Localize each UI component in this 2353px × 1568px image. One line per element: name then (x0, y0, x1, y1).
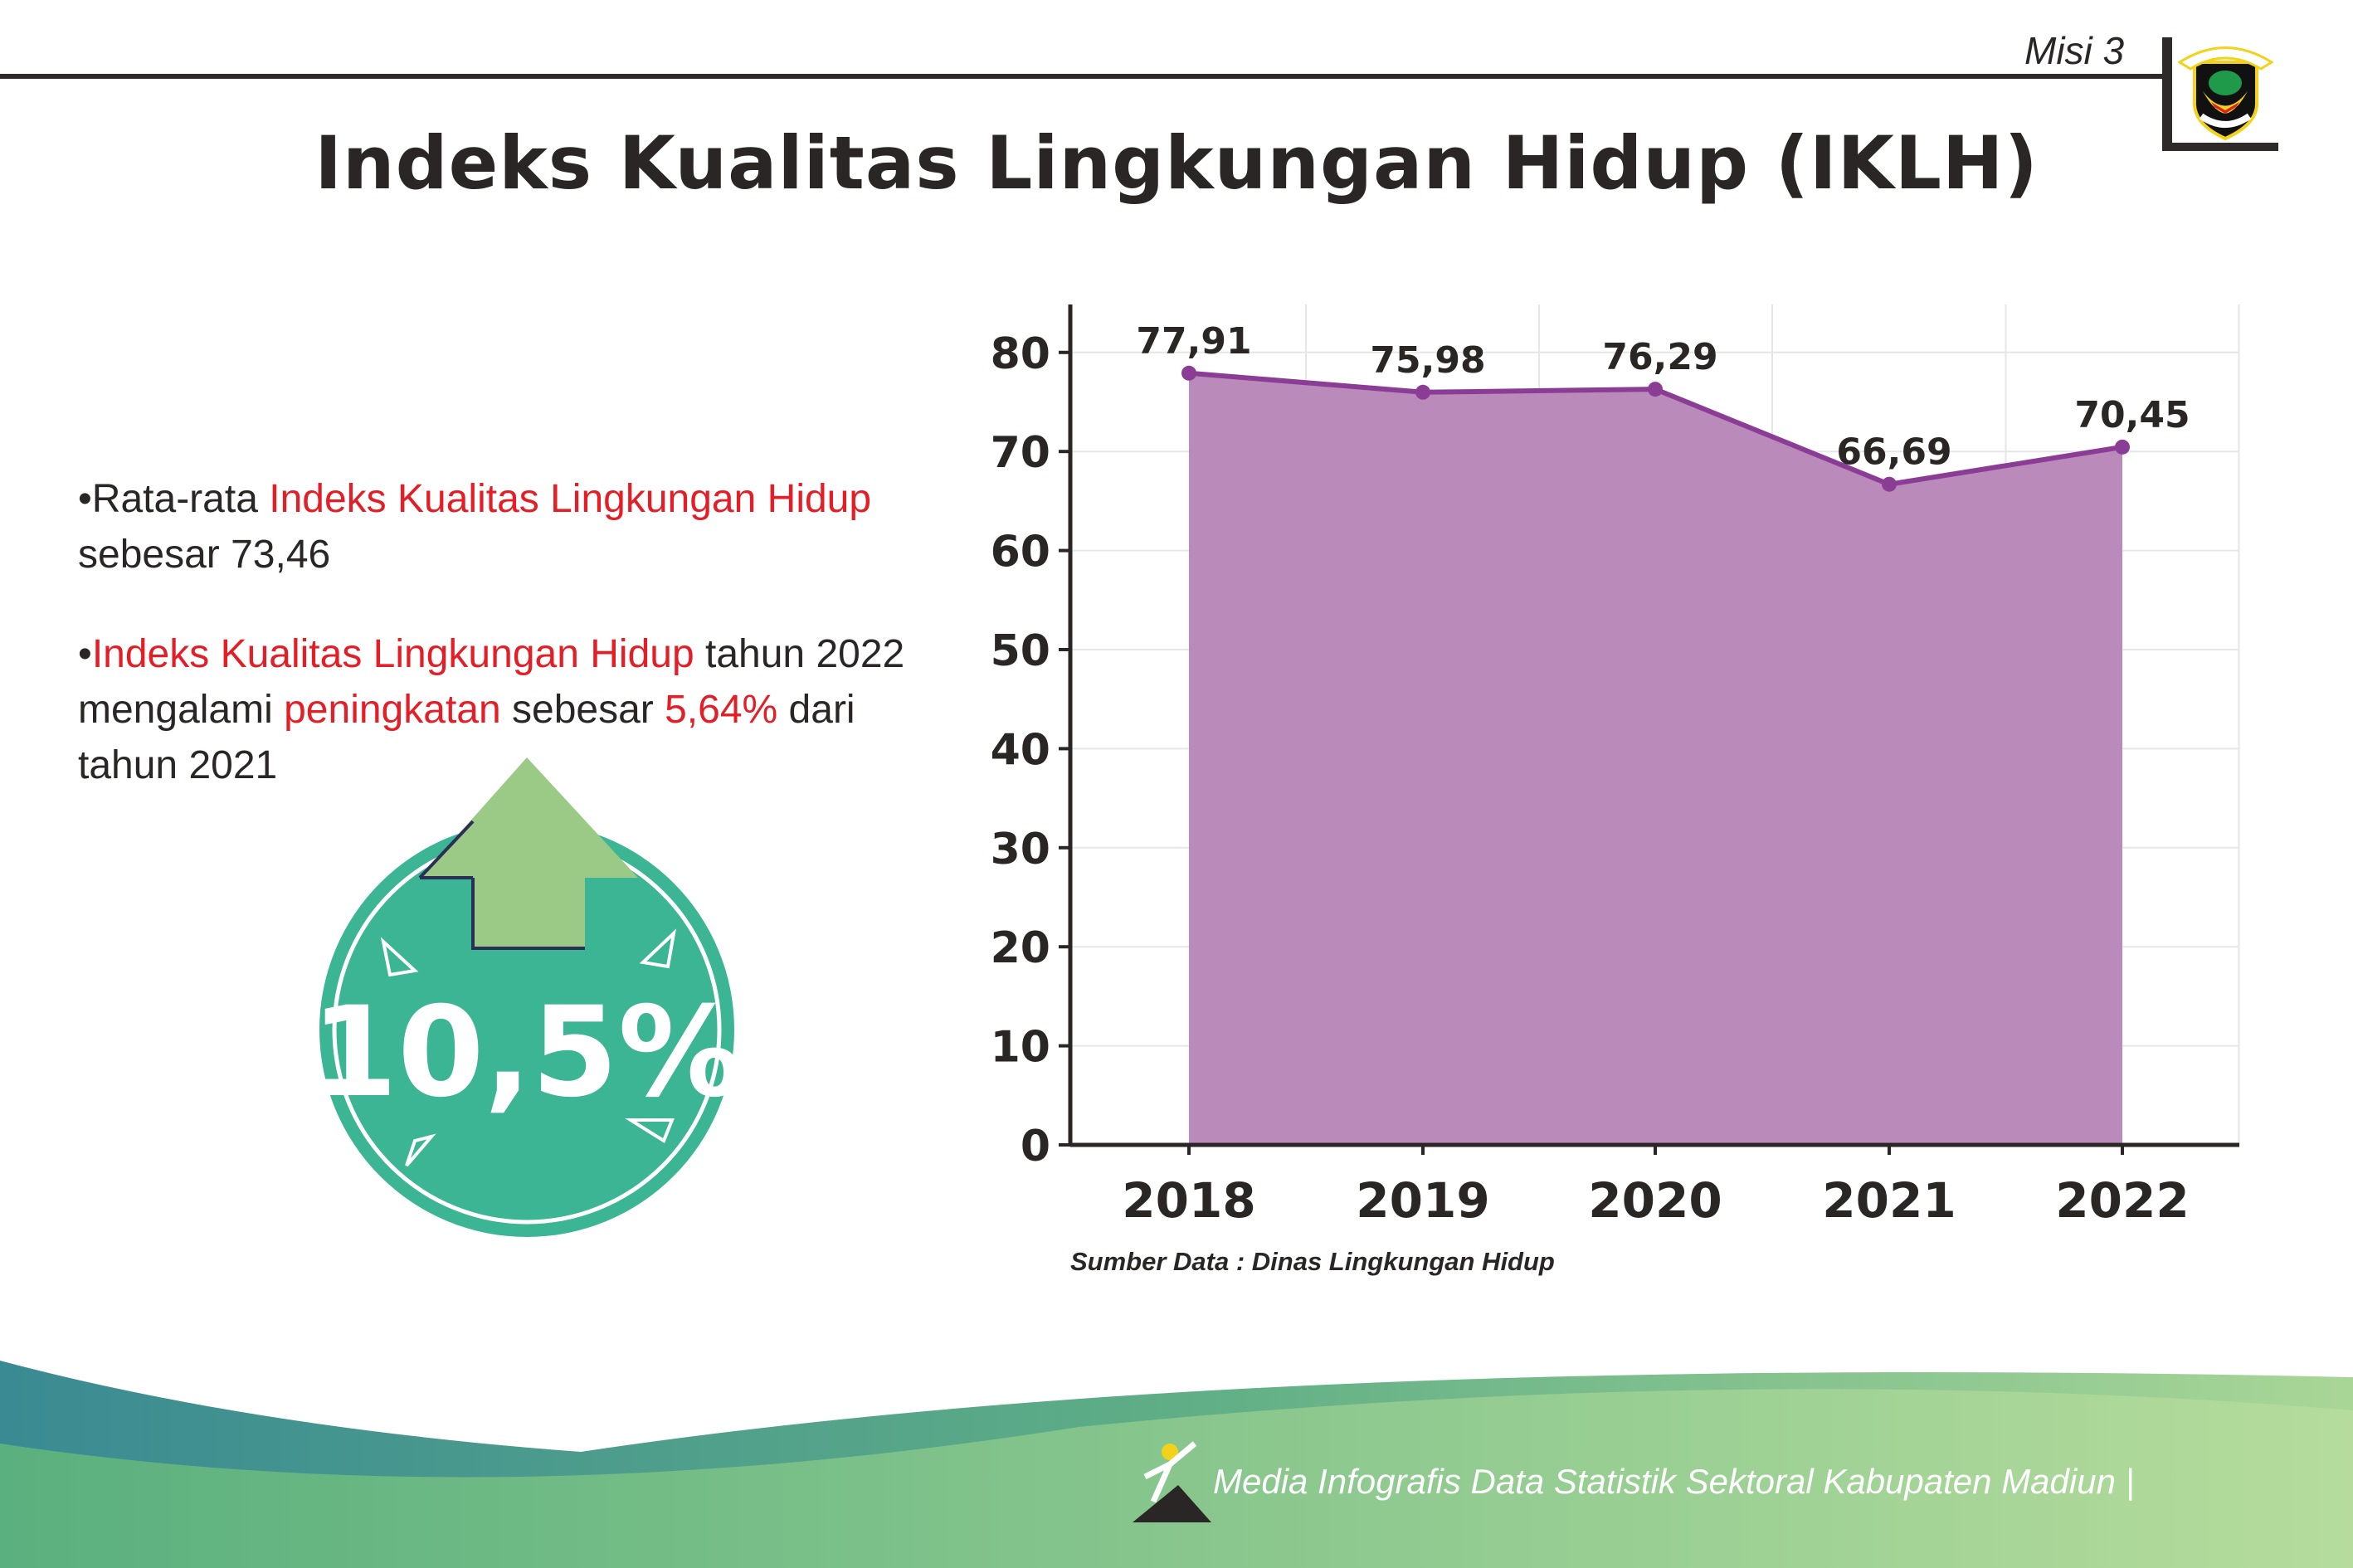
corner-bracket (2162, 143, 2278, 151)
madiun-regency-logo (2178, 46, 2273, 141)
bullet-text: Indeks Kualitas Lingkungan Hidup (269, 477, 872, 521)
y-tick-label: 40 (991, 725, 1050, 775)
bullet-text: dari tahun 2021 (78, 688, 855, 787)
data-label: 70,45 (2074, 394, 2190, 436)
bullet-text: tahun 2022 mengalami (78, 632, 905, 732)
badge-circle (319, 822, 734, 1237)
corner-bracket (2162, 37, 2172, 150)
data-source: Sumber Data : Dinas Lingkungan Hidup (1070, 1247, 1555, 1276)
y-tick-label: 70 (991, 428, 1050, 478)
badge-value: 10,5% (311, 981, 743, 1125)
data-point (1415, 384, 1430, 400)
x-tick-label: 2019 (1356, 1172, 1489, 1229)
data-point (1882, 476, 1897, 492)
y-tick-label: 0 (1021, 1122, 1050, 1171)
data-point (2115, 439, 2130, 455)
y-tick-label: 30 (991, 825, 1050, 874)
x-tick-label: 2022 (2055, 1172, 2189, 1229)
area-fill (1189, 373, 2122, 1145)
runner-logo-icon (1133, 1441, 1211, 1522)
mission-label: Misi 3 (2024, 29, 2125, 72)
arrow-up-icon (418, 757, 638, 950)
bullet-text: peningkatan (284, 688, 501, 732)
data-point (1648, 382, 1663, 397)
bullet-text: •Rata-rata (78, 477, 270, 521)
page-title: Indeks Kualitas Lingkungan Hidup (IKLH) (314, 120, 2039, 206)
x-tick-label: 2021 (1822, 1172, 1956, 1229)
data-point (1181, 365, 1196, 381)
bullet-text: sebesar (500, 688, 665, 732)
bullet-text: 5,64% (665, 688, 778, 732)
y-tick-label: 20 (991, 923, 1050, 973)
sparkle-triangles (380, 928, 677, 1167)
footer-tagline: Media Infografis Data Statistik Sektoral… (1213, 1462, 2135, 1501)
y-tick-label: 80 (991, 329, 1050, 379)
bullet-increase: •Indeks Kualitas Lingkungan Hidup tahun … (78, 626, 957, 793)
data-label: 75,98 (1370, 339, 1485, 382)
bullet-average: •Rata-rata Indeks Kualitas Lingkungan Hi… (78, 471, 957, 582)
data-label: 66,69 (1836, 431, 1951, 474)
footer-wave (0, 1361, 2353, 1568)
y-tick-label: 10 (991, 1023, 1050, 1073)
y-tick-label: 50 (991, 626, 1050, 676)
bullet-text: Indeks Kualitas Lingkungan Hidup (91, 632, 694, 676)
header-rule (0, 74, 2162, 79)
x-tick-label: 2020 (1588, 1172, 1722, 1229)
data-label: 77,91 (1136, 320, 1251, 363)
x-tick-label: 2018 (1122, 1172, 1255, 1229)
y-tick-label: 60 (991, 528, 1050, 577)
bullet-text: • (78, 632, 92, 676)
data-label: 76,29 (1602, 336, 1717, 378)
bullet-text: sebesar 73,46 (78, 533, 331, 577)
